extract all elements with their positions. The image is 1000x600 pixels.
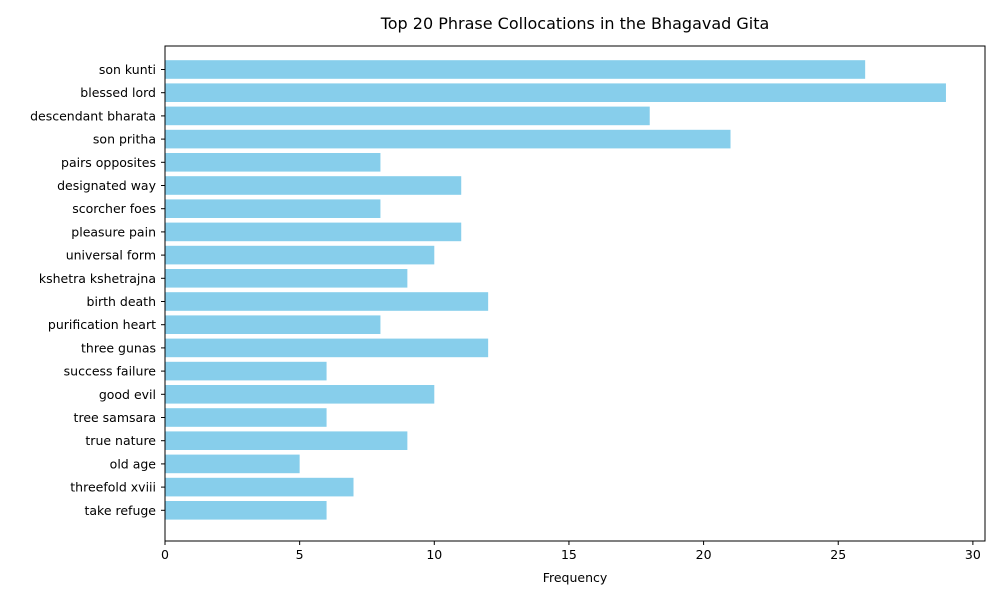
x-tick-label: 10 bbox=[426, 547, 442, 562]
bar bbox=[165, 454, 300, 474]
bar bbox=[165, 60, 866, 79]
y-tick-label: son pritha bbox=[93, 132, 156, 147]
y-tick-label: threefold xviii bbox=[70, 480, 156, 495]
bar bbox=[165, 408, 327, 427]
bars-group bbox=[165, 60, 946, 520]
y-tick-label: success failure bbox=[64, 364, 157, 379]
y-tick-label: kshetra kshetrajna bbox=[39, 271, 156, 286]
x-tick-label: 5 bbox=[296, 547, 304, 562]
chart-title: Top 20 Phrase Collocations in the Bhagav… bbox=[380, 14, 770, 33]
x-tick-label: 20 bbox=[696, 547, 712, 562]
y-tick-label: pairs opposites bbox=[61, 155, 156, 170]
y-tick-label: three gunas bbox=[81, 340, 156, 355]
y-axis-ticks: son kunti blessed lord descendant bharata s… bbox=[30, 62, 165, 518]
x-tick-label: 30 bbox=[965, 547, 981, 562]
x-tick-label: 25 bbox=[830, 547, 846, 562]
x-axis-ticks: 0 5 10 15 20 25 30 bbox=[161, 541, 981, 562]
y-tick-label: birth death bbox=[87, 294, 156, 309]
x-axis-label: Frequency bbox=[543, 570, 608, 585]
y-tick-label: universal form bbox=[66, 248, 156, 263]
y-tick-label: son kunti bbox=[99, 62, 156, 77]
bar bbox=[165, 199, 381, 218]
bar bbox=[165, 222, 462, 242]
y-tick-label: pleasure pain bbox=[71, 224, 156, 239]
bar bbox=[165, 153, 381, 172]
bar bbox=[165, 269, 408, 288]
y-tick-label: blessed lord bbox=[80, 85, 156, 100]
y-tick-label: descendant bharata bbox=[30, 108, 156, 123]
y-tick-label: designated way bbox=[57, 178, 157, 193]
bar bbox=[165, 431, 408, 450]
bar bbox=[165, 338, 489, 358]
bar bbox=[165, 477, 354, 497]
y-tick-label: good evil bbox=[99, 387, 156, 402]
plot-frame bbox=[164, 45, 986, 542]
bar bbox=[165, 385, 435, 404]
bar bbox=[165, 501, 327, 520]
bar bbox=[165, 176, 462, 195]
bar bbox=[165, 106, 650, 126]
bar bbox=[165, 245, 435, 265]
y-tick-label: take refuge bbox=[84, 503, 156, 518]
bar bbox=[165, 129, 731, 149]
y-tick-label: old age bbox=[110, 456, 157, 471]
bar bbox=[165, 83, 946, 102]
bar bbox=[165, 292, 489, 311]
bar bbox=[165, 315, 381, 334]
y-tick-label: scorcher foes bbox=[72, 201, 156, 216]
x-tick-label: 0 bbox=[161, 547, 169, 562]
y-tick-label: tree samsara bbox=[74, 410, 156, 425]
y-tick-label: purification heart bbox=[48, 317, 156, 332]
x-tick-label: 15 bbox=[561, 547, 577, 562]
bar bbox=[165, 361, 327, 381]
y-tick-label: true nature bbox=[85, 433, 156, 448]
